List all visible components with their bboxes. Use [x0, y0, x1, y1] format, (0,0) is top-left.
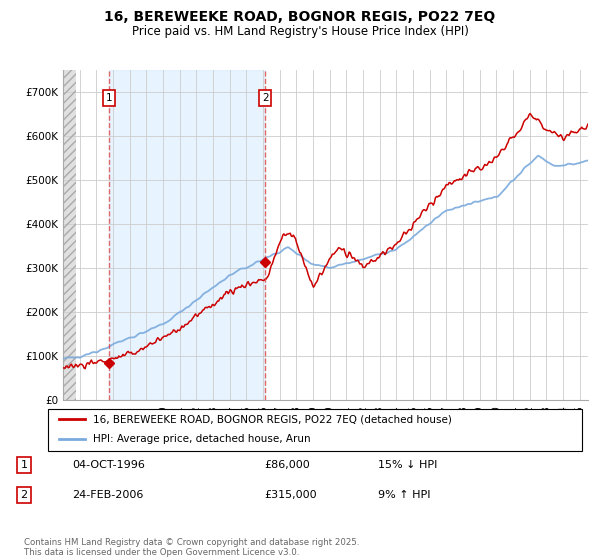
- Text: 16, BEREWEEKE ROAD, BOGNOR REGIS, PO22 7EQ: 16, BEREWEEKE ROAD, BOGNOR REGIS, PO22 7…: [104, 10, 496, 24]
- Text: 2: 2: [262, 93, 268, 103]
- Bar: [109, 70, 265, 400]
- Text: 1: 1: [20, 460, 28, 470]
- Text: £315,000: £315,000: [264, 490, 317, 500]
- Bar: [63, 70, 76, 400]
- Text: 9% ↑ HPI: 9% ↑ HPI: [378, 490, 431, 500]
- Text: £86,000: £86,000: [264, 460, 310, 470]
- Text: 15% ↓ HPI: 15% ↓ HPI: [378, 460, 437, 470]
- Bar: [63, 70, 76, 400]
- Text: Contains HM Land Registry data © Crown copyright and database right 2025.
This d: Contains HM Land Registry data © Crown c…: [24, 538, 359, 557]
- Text: HPI: Average price, detached house, Arun: HPI: Average price, detached house, Arun: [94, 434, 311, 444]
- Text: 16, BEREWEEKE ROAD, BOGNOR REGIS, PO22 7EQ (detached house): 16, BEREWEEKE ROAD, BOGNOR REGIS, PO22 7…: [94, 414, 452, 424]
- Text: 04-OCT-1996: 04-OCT-1996: [72, 460, 145, 470]
- FancyBboxPatch shape: [48, 409, 582, 451]
- Text: 24-FEB-2006: 24-FEB-2006: [72, 490, 143, 500]
- Text: Price paid vs. HM Land Registry's House Price Index (HPI): Price paid vs. HM Land Registry's House …: [131, 25, 469, 38]
- Text: 1: 1: [106, 93, 112, 103]
- Text: 2: 2: [20, 490, 28, 500]
